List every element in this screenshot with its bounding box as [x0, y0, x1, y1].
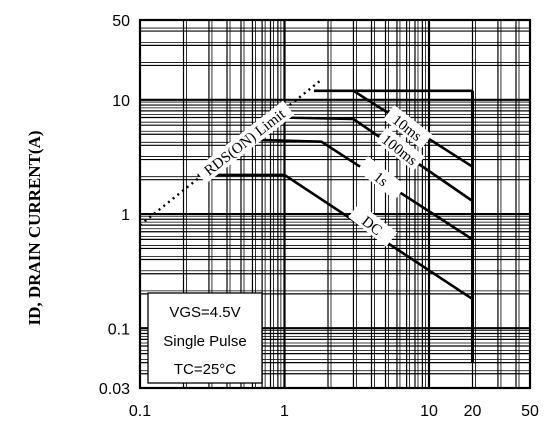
series-line-1s	[240, 138, 474, 241]
y-tick-label: 0.03	[99, 381, 130, 398]
label-100ms-backdrop	[375, 127, 425, 171]
y-tick-label: 1	[121, 207, 130, 224]
x-tick-label: 1	[280, 403, 289, 420]
series-layer	[139, 78, 474, 363]
y-axis-title: ID, DRAIN CURRENT(A)	[25, 130, 44, 325]
tick-label-layer: 0.1 1 10 20 50 50 10 1 0.1 0.03	[99, 13, 539, 420]
label-1s-backdrop	[357, 156, 406, 200]
label-dc-backdrop	[348, 202, 398, 247]
label-1s-group: 1s	[357, 156, 406, 200]
series-line-10ms	[314, 89, 474, 168]
series-line-DC	[197, 173, 474, 301]
series-line-100ms	[277, 116, 474, 203]
y-tick-label: 0.1	[108, 321, 130, 338]
label-10ms-backdrop	[383, 105, 433, 149]
condition-vgs: VGS=4.5V	[169, 304, 240, 321]
y-axis-title-group: ID, DRAIN CURRENT(A)	[25, 130, 44, 325]
x-tick-label: 50	[521, 403, 539, 420]
conditions-box: VGS=4.5V Single Pulse TC=25°C	[147, 292, 263, 384]
y-tick-label: 10	[112, 93, 130, 110]
rds-limit-line	[139, 78, 323, 227]
condition-tc: TC=25°C	[174, 361, 236, 378]
plot-frame	[138, 18, 532, 390]
label-rds-limit-backdrop	[194, 100, 295, 184]
condition-pulse: Single Pulse	[163, 333, 246, 350]
y-tick-label: 50	[112, 13, 130, 30]
x-tick-label: 0.1	[129, 403, 151, 420]
x-tick-label: 20	[464, 403, 482, 420]
x-tick-label: 10	[420, 403, 438, 420]
conditions-box-frame	[147, 292, 263, 384]
